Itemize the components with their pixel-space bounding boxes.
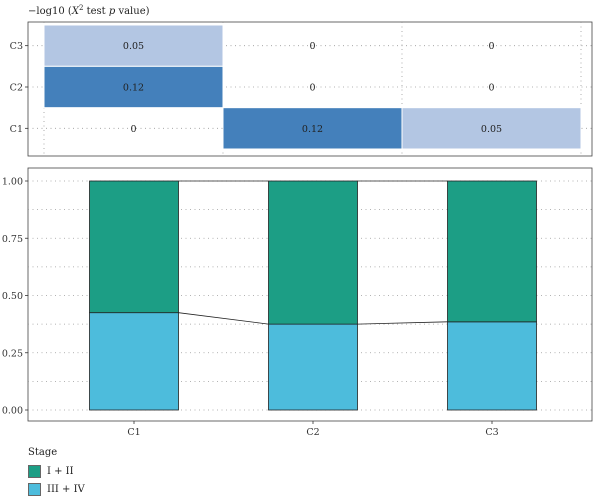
heatmap-row-label-c3: C3: [10, 41, 23, 52]
heatmap-cell-label-c2-c1: 0.12: [123, 83, 144, 94]
bar-c3-i-ii: [447, 180, 537, 323]
bar-c2-i-ii: [268, 180, 358, 325]
y-tick-label-0-50: 0.50: [2, 291, 23, 302]
heatmap-cell-c1-c3: [401, 107, 582, 150]
heatmap-cell-c3-c1: [43, 24, 224, 67]
heatmap-frame: [27, 21, 593, 157]
x-tick-label-c2: C2: [306, 427, 319, 438]
title-suffix: value): [115, 6, 149, 17]
bar-c3-iii-iv: [447, 321, 537, 411]
legend-title: Stage: [28, 447, 58, 458]
heatmap-cell-label-c3-c3: 0: [488, 41, 494, 52]
y-tick-label-0-00: 0.00: [2, 406, 23, 417]
heatmap-cell-label-c3-c1: 0.05: [123, 41, 144, 52]
heatmap-panel: 0.05 0 0 C3 0.12 0 0 C2 0 0.12 0.05 C1: [10, 21, 593, 157]
legend: Stage I + II III + IV: [28, 447, 85, 498]
bar-c2-iii-iv: [268, 323, 358, 411]
heatmap-title: −log10 (X2 test p value): [28, 4, 150, 17]
legend-swatch-stage-early: [28, 464, 41, 478]
bar-c1-iii-iv: [89, 312, 179, 411]
heatmap-cell-label-c1-c3: 0.05: [481, 124, 502, 135]
legend-label-stage-late: III + IV: [47, 483, 85, 495]
heatmap-row-label-c1: C1: [10, 124, 23, 135]
y-tick-label-0-75: 0.75: [2, 234, 23, 245]
legend-label-stage-early: I + II: [47, 465, 74, 477]
legend-item-stage-early: I + II: [28, 462, 85, 480]
bar-panel-frame: [27, 167, 593, 422]
stacked-bar-panel: 0.00 0.25 0.50 0.75 1.00 C1 C2 C3: [2, 167, 593, 438]
heatmap-cell-c2-c1: [43, 65, 224, 109]
legend-item-stage-late: III + IV: [28, 480, 85, 498]
heatmap-cell-label-c2-c2: 0: [309, 83, 315, 94]
title-italic-p: p: [109, 6, 116, 17]
x-tick-label-c1: C1: [127, 427, 140, 438]
connector-line-boundary: [178, 312, 269, 325]
connector-line-boundary: [357, 321, 448, 325]
x-tick-label-c3: C3: [485, 427, 498, 438]
title-superscript: 2: [79, 4, 83, 12]
bar-c1-i-ii: [89, 180, 179, 314]
y-tick-label-1-00: 1.00: [2, 177, 23, 188]
y-tick-label-0-25: 0.25: [2, 348, 23, 359]
title-variable: X: [71, 6, 80, 17]
heatmap-cell-label-c2-c3: 0: [488, 83, 494, 94]
title-middle: test: [83, 6, 108, 17]
title-prefix: −log10 (: [28, 6, 72, 17]
heatmap-cell-label-c1-c2: 0.12: [302, 124, 323, 135]
legend-swatch-stage-late: [28, 482, 41, 496]
heatmap-cell-label-c3-c2: 0: [309, 41, 315, 52]
heatmap-row-label-c2: C2: [10, 83, 23, 94]
heatmap-cell-c1-c2: [222, 107, 403, 150]
heatmap-cell-label-c1-c1: 0: [130, 124, 136, 135]
